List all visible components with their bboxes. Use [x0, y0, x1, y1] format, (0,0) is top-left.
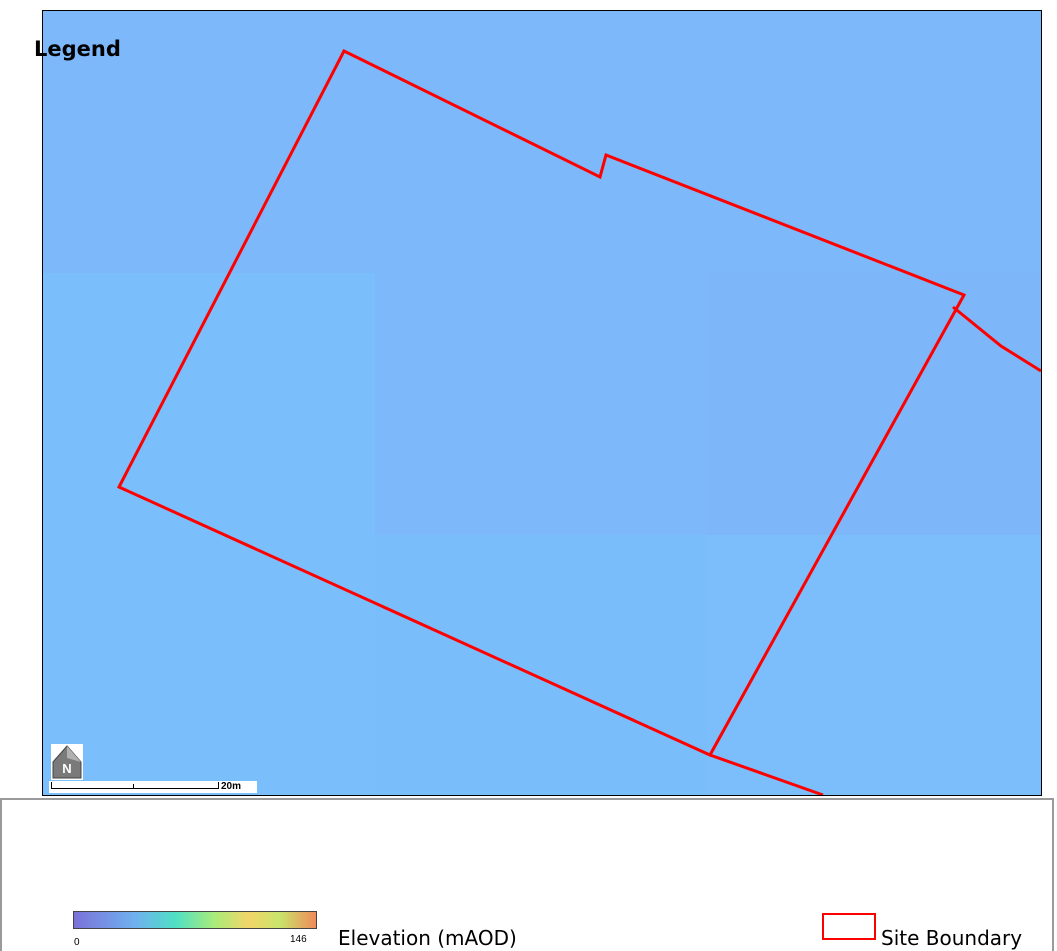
elevation-tile	[43, 11, 1041, 273]
elevation-tile	[43, 273, 375, 535]
elevation-legend-label: Elevation (mAOD)	[338, 926, 517, 950]
site-boundary-legend-label: Site Boundary	[881, 926, 1023, 950]
elevation-color-ramp	[73, 911, 317, 929]
map-frame[interactable]: N 20m	[42, 10, 1042, 796]
site-boundary-polygon[interactable]	[116, 49, 967, 757]
legend-title: Legend	[34, 37, 121, 61]
adjacent-boundary-line	[952, 305, 1041, 373]
site-boundary-swatch	[822, 913, 876, 940]
north-arrow-icon: N	[51, 744, 83, 780]
elevation-tile	[375, 273, 707, 535]
adjacent-boundary-line	[709, 753, 824, 795]
elevation-max-label: 146	[290, 934, 307, 945]
north-arrow-letter: N	[62, 761, 71, 776]
scale-bar-label: 20m	[221, 781, 242, 792]
elevation-tile	[707, 273, 1041, 535]
scale-bar-tick	[133, 784, 134, 788]
elevation-min-label: 0	[74, 937, 80, 948]
elevation-tile	[707, 535, 1041, 795]
scale-bar-line	[51, 782, 219, 789]
site-boundary-layer	[116, 49, 1041, 795]
scale-bar: 20m	[49, 781, 257, 793]
elevation-tile	[375, 535, 707, 795]
